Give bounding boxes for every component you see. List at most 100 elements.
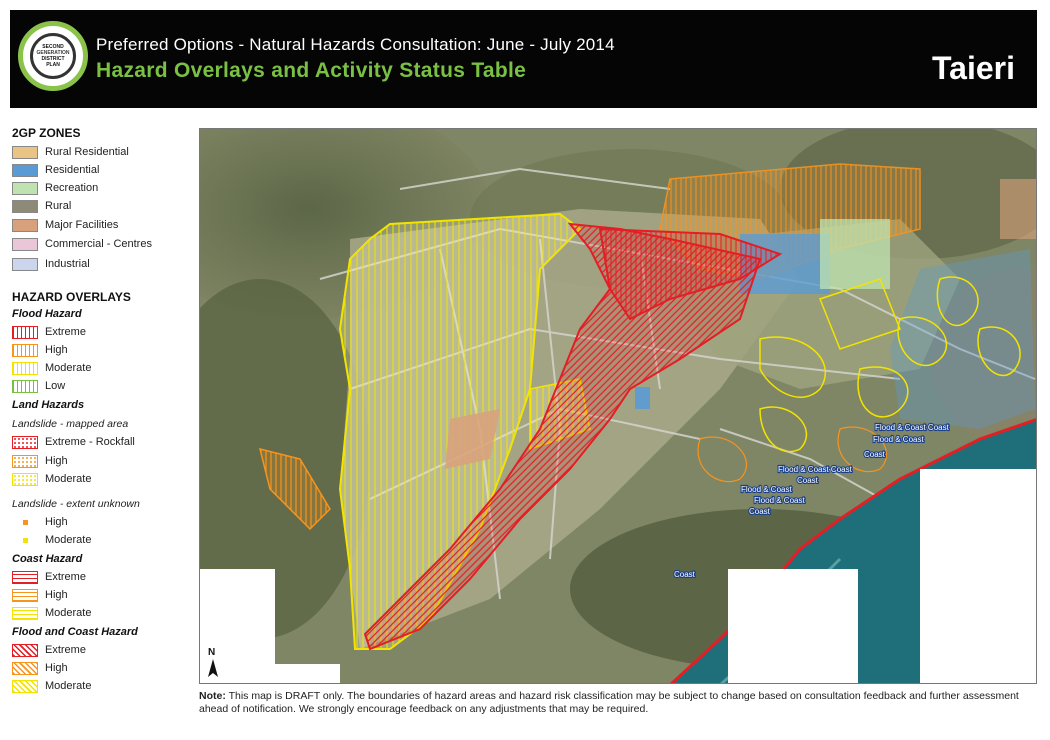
legend-land-row: Moderate bbox=[12, 471, 91, 487]
flood-coast-label: High bbox=[45, 662, 68, 674]
diagonal-hatch-swatch bbox=[12, 661, 38, 675]
dot-hatch-swatch bbox=[12, 472, 38, 486]
diagonal-hatch-swatch bbox=[12, 679, 38, 693]
logo-text-line1: SECOND bbox=[42, 44, 64, 50]
zone-swatch bbox=[12, 163, 38, 177]
coast-label: High bbox=[45, 589, 68, 601]
point-label: High bbox=[45, 516, 68, 528]
zone-label: Major Facilities bbox=[45, 219, 119, 231]
flood-label: Extreme bbox=[45, 326, 86, 338]
legend-coast-row: Extreme bbox=[12, 569, 86, 585]
zone-label: Rural Residential bbox=[45, 146, 129, 158]
page-title: Hazard Overlays and Activity Status Tabl… bbox=[96, 59, 527, 82]
land-label: High bbox=[45, 455, 68, 467]
note-text: This map is DRAFT only. The boundaries o… bbox=[199, 690, 1019, 715]
map-label: Coast bbox=[674, 570, 696, 579]
legend-flood-row: Low bbox=[12, 378, 65, 394]
map-label: Coast bbox=[864, 450, 886, 459]
vertical-hatch-swatch bbox=[12, 343, 38, 357]
logo-text-line3: DISTRICT bbox=[41, 56, 65, 62]
landslide-unknown-note: Landslide - extent unknown bbox=[12, 498, 140, 510]
map-label: Flood & Coast bbox=[754, 496, 805, 505]
map-label: Flood & Coast Coast bbox=[875, 423, 950, 432]
legend-zone-row: Residential bbox=[12, 162, 99, 178]
map-label: Flood & Coast bbox=[741, 485, 792, 494]
north-label: N bbox=[208, 647, 215, 658]
flood-label: Moderate bbox=[45, 362, 92, 374]
vertical-hatch-swatch bbox=[12, 361, 38, 375]
hazard-map[interactable]: Flood & Coast Coast Flood & Coast Coast … bbox=[199, 128, 1037, 684]
legend-zone-row: Commercial - Centres bbox=[12, 236, 152, 252]
map-canvas: Flood & Coast Coast Flood & Coast Coast … bbox=[200, 129, 1036, 683]
legend-flood-row: Extreme bbox=[12, 324, 86, 340]
land-label: Extreme - Rockfall bbox=[45, 436, 135, 448]
legend-zone-row: Rural bbox=[12, 198, 71, 214]
legend-point-row: Moderate bbox=[12, 532, 91, 548]
logo-text-line4: PLAN bbox=[46, 62, 60, 68]
legend-coast-row: High bbox=[12, 587, 68, 603]
legend-flood-row: Moderate bbox=[12, 360, 91, 376]
legend-zone-row: Rural Residential bbox=[12, 144, 129, 160]
zone-swatch bbox=[12, 199, 38, 213]
zone-label: Commercial - Centres bbox=[45, 238, 152, 250]
horizontal-hatch-swatch bbox=[12, 570, 38, 584]
second-generation-plan-logo: SECOND GENERATION DISTRICT PLAN bbox=[18, 21, 88, 91]
coast-label: Moderate bbox=[45, 607, 92, 619]
zone-label: Industrial bbox=[45, 258, 90, 270]
vertical-hatch-swatch bbox=[12, 379, 38, 393]
coast-label: Extreme bbox=[45, 571, 86, 583]
flood-hazard-title: Flood Hazard bbox=[12, 308, 82, 320]
zone-label: Rural bbox=[45, 200, 72, 212]
flood-coast-label: Moderate bbox=[45, 680, 92, 692]
zone-label: Residential bbox=[45, 164, 100, 176]
landslide-mapped-note: Landslide - mapped area bbox=[12, 418, 129, 430]
point-swatch bbox=[12, 534, 38, 547]
point-symbol-icon bbox=[22, 519, 28, 525]
legend-point-row: High bbox=[12, 514, 68, 530]
land-label: Moderate bbox=[45, 473, 92, 485]
land-hazards-title: Land Hazards bbox=[12, 399, 85, 411]
logo-text-line2: GENERATION bbox=[36, 50, 70, 56]
north-arrow-icon: N bbox=[203, 643, 223, 681]
point-label: Moderate bbox=[45, 534, 92, 546]
dot-hatch-swatch bbox=[12, 435, 38, 449]
map-label: Flood & Coast bbox=[873, 435, 924, 444]
header-bar: SECOND GENERATION DISTRICT PLAN Preferre… bbox=[10, 10, 1037, 108]
note-prefix: Note: bbox=[199, 690, 226, 702]
dot-hatch-swatch bbox=[12, 454, 38, 468]
flood-coast-label: Extreme bbox=[45, 644, 86, 656]
legend-flood-coast-row: Extreme bbox=[12, 642, 86, 658]
map-label: Flood & Coast Coast bbox=[778, 465, 853, 474]
flood-label: Low bbox=[45, 380, 66, 392]
legend-zone-row: Major Facilities bbox=[12, 217, 118, 233]
diagonal-hatch-swatch bbox=[12, 643, 38, 657]
point-swatch bbox=[12, 516, 38, 529]
horizontal-hatch-swatch bbox=[12, 606, 38, 620]
region-name: Taieri bbox=[932, 50, 1015, 86]
legend-land-row: Extreme - Rockfall bbox=[12, 434, 135, 450]
zone-swatch bbox=[12, 237, 38, 251]
point-symbol-icon bbox=[22, 537, 28, 543]
map-label: Coast bbox=[797, 476, 819, 485]
legend-flood-coast-row: High bbox=[12, 660, 68, 676]
legend-zone-row: Industrial bbox=[12, 256, 90, 272]
zone-swatch bbox=[12, 218, 38, 232]
zone-swatch bbox=[12, 257, 38, 271]
map-label: Coast bbox=[749, 507, 771, 516]
flood-coast-hazard-title: Flood and Coast Hazard bbox=[12, 626, 138, 638]
draft-note: Note: This map is DRAFT only. The bounda… bbox=[199, 690, 1039, 716]
legend-flood-coast-row: Moderate bbox=[12, 678, 91, 694]
page-subtitle: Preferred Options - Natural Hazards Cons… bbox=[96, 35, 615, 54]
zone-swatch bbox=[12, 181, 38, 195]
legend-coast-row: Moderate bbox=[12, 605, 91, 621]
legend-flood-row: High bbox=[12, 342, 68, 358]
horizontal-hatch-swatch bbox=[12, 588, 38, 602]
legend-land-row: High bbox=[12, 453, 68, 469]
vertical-hatch-swatch bbox=[12, 325, 38, 339]
zone-label: Recreation bbox=[45, 182, 99, 194]
flood-label: High bbox=[45, 344, 68, 356]
zone-swatch bbox=[12, 145, 38, 159]
logo-emblem: SECOND GENERATION DISTRICT PLAN bbox=[30, 33, 76, 79]
hazard-overlays-heading: HAZARD OVERLAYS bbox=[12, 290, 131, 304]
zones-heading: 2GP ZONES bbox=[12, 126, 81, 140]
